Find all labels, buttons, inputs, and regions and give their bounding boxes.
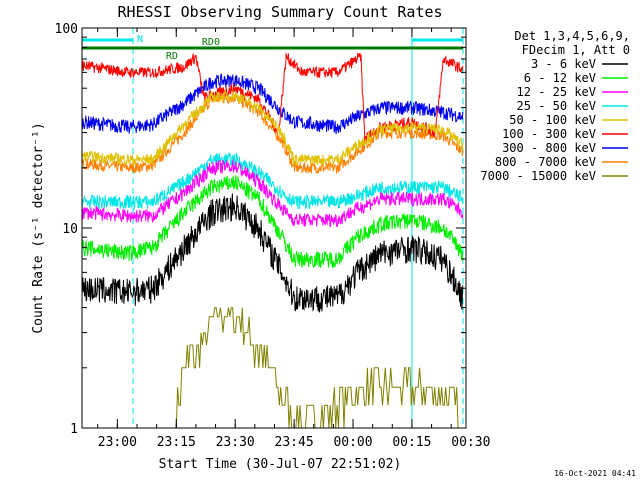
legend: Det 1,3,4,5,6,9,FDecim 1, Att 03 - 6 keV… <box>480 29 630 183</box>
plot-layer: N RD RD0 <box>81 28 464 429</box>
series-300-800-kev <box>81 73 464 135</box>
chart-title: RHESSI Observing Summary Count Rates <box>117 3 442 21</box>
footer-timestamp: 16-Oct-2021 04:41 <box>554 469 636 478</box>
legend-header-1: FDecim 1, Att 0 <box>522 43 630 57</box>
y-tick-label: 10 <box>62 222 78 237</box>
series-50-100-kev <box>81 90 464 166</box>
x-tick-label: 23:00 <box>98 435 137 450</box>
x-tick-label: 00:15 <box>392 435 431 450</box>
y-tick-label: 1 <box>70 422 78 437</box>
legend-3-6-kev-label: 3 - 6 keV <box>531 57 596 71</box>
x-axis-label: Start Time (30-Jul-07 22:51:02) <box>159 457 402 472</box>
legend-header-0: Det 1,3,4,5,6,9, <box>514 29 630 43</box>
legend-12-25-kev-label: 12 - 25 keV <box>517 85 596 99</box>
series-100-300-kev <box>81 52 464 143</box>
series-12-25-kev <box>81 159 464 228</box>
legend-50-100-kev-label: 50 - 100 keV <box>509 113 596 127</box>
x-tick-label: 23:45 <box>275 435 314 450</box>
annotation-label-n: N <box>137 34 143 45</box>
legend-800-7000-kev-label: 800 - 7000 keV <box>495 155 596 169</box>
legend-300-800-kev-label: 300 - 800 keV <box>502 141 596 155</box>
x-tick-label: 00:30 <box>451 435 490 450</box>
series-6-12-kev <box>81 175 464 269</box>
annotation-label-rd: RD <box>166 51 178 62</box>
annotation-label-rd0: RD0 <box>202 37 220 48</box>
x-tick-label: 00:00 <box>333 435 372 450</box>
series-3-6-kev <box>81 193 464 313</box>
x-tick-label: 23:15 <box>157 435 196 450</box>
legend-25-50-kev-label: 25 - 50 keV <box>517 99 596 113</box>
axis-layer: 1 10 100 23:00 23:15 23:30 23:45 00:00 00:15 00:3… <box>55 22 491 450</box>
y-tick-label: 100 <box>55 22 78 37</box>
legend-7000-15000-kev-label: 7000 - 15000 keV <box>480 169 596 183</box>
legend-6-12-kev-label: 6 - 12 keV <box>524 71 596 85</box>
x-tick-label: 23:30 <box>216 435 255 450</box>
y-axis-label: Count Rate (s⁻¹ detector⁻¹) <box>31 122 46 333</box>
series-25-50-kev <box>81 152 464 210</box>
legend-100-300-kev-label: 100 - 300 keV <box>502 127 596 141</box>
